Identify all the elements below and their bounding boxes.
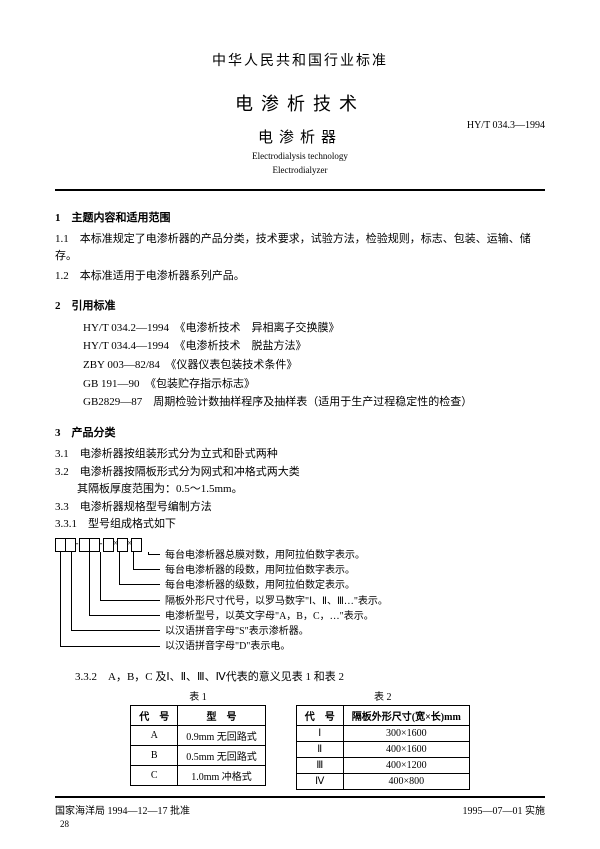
document-id: HY/T 034.3—1994 bbox=[467, 120, 545, 131]
diag-label: 每台电渗析器的级数，用阿拉伯数定表示。 bbox=[165, 578, 388, 593]
table-row: Ⅱ400×1600 bbox=[296, 741, 469, 757]
reference-list: HY/T 034.2—1994 《电渗析技术 异相离子交换膜》 HY/T 034… bbox=[83, 319, 545, 412]
clause-3-3-2: 3.3.2 A，B，C 及Ⅰ、Ⅱ、Ⅲ、Ⅳ代表的意义见表 1 和表 2 bbox=[75, 668, 545, 684]
td: 400×800 bbox=[343, 773, 469, 789]
table-2-wrap: 表 2 代 号隔板外形尺寸(宽×长)mm Ⅰ300×1600 Ⅱ400×1600… bbox=[296, 688, 470, 790]
td: B bbox=[131, 745, 178, 765]
td: 0.9mm 无回路式 bbox=[178, 725, 266, 745]
clause-3-3-1: 3.3.1 型号组成格式如下 bbox=[55, 516, 545, 534]
standard-header: 中华人民共和国行业标准 bbox=[55, 50, 545, 70]
td: Ⅰ bbox=[296, 725, 343, 741]
section-1: 1 主题内容和适用范围 1.1 本标准规定了电渗析器的产品分类，技术要求，试验方… bbox=[55, 209, 545, 285]
table-1-wrap: 表 1 代 号型 号 A0.9mm 无回路式 B0.5mm 无回路式 C1.0m… bbox=[130, 688, 266, 790]
clause-3-2b: 其隔板厚度范围为：0.5～1.5mm。 bbox=[77, 481, 545, 499]
th: 隔板外形尺寸(宽×长)mm bbox=[343, 705, 469, 725]
title-rule bbox=[55, 189, 545, 191]
footer-approve: 国家海洋局 1994—12—17 批准 bbox=[55, 802, 190, 817]
diagram-labels: 每台电渗析器总膜对数，用阿拉伯数字表示。 每台电渗析器的段数，用阿拉伯数字表示。… bbox=[165, 538, 388, 654]
diag-label: 每台电渗析器的段数，用阿拉伯数字表示。 bbox=[165, 563, 388, 578]
diag-label: 每台电渗析器总膜对数，用阿拉伯数字表示。 bbox=[165, 548, 388, 563]
clause-1-2: 1.2 本标准适用于电渗析器系列产品。 bbox=[55, 268, 545, 285]
clause-3-3: 3.3 电渗析器规格型号编制方法 bbox=[55, 499, 545, 517]
footer-implement: 1995—07—01 实施 bbox=[463, 802, 546, 817]
title-en2: Electrodialyzer bbox=[55, 165, 545, 175]
section-3-head: 3 产品分类 bbox=[55, 424, 545, 440]
diag-label: 以汉语拼音字母"D"表示电。 bbox=[165, 639, 388, 654]
table-row: B0.5mm 无回路式 bbox=[131, 745, 266, 765]
diag-label: 电渗析型号，以英文字母"A，B，C，…"表示。 bbox=[165, 609, 388, 624]
td: Ⅱ bbox=[296, 741, 343, 757]
td: Ⅲ bbox=[296, 757, 343, 773]
table-2-caption: 表 2 bbox=[296, 688, 470, 703]
td: 1.0mm 冲格式 bbox=[178, 765, 266, 785]
diag-label: 隔板外形尺寸代号，以罗马数字"Ⅰ、Ⅱ、Ⅲ…"表示。 bbox=[165, 594, 388, 609]
section-2-head: 2 引用标准 bbox=[55, 297, 545, 313]
ref-item: GB2829—87 周期检验计数抽样程序及抽样表（适用于生产过程稳定性的检查） bbox=[83, 393, 545, 412]
ref-item: ZBY 003—82/84 《仪器仪表包装技术条件》 bbox=[83, 356, 545, 375]
clause-3-1: 3.1 电渗析器按组装形式分为立式和卧式两种 bbox=[55, 446, 545, 464]
title-block: 电渗析技术 电渗析器 HY/T 034.3—1994 Electrodialys… bbox=[55, 90, 545, 175]
table-1-caption: 表 1 bbox=[130, 688, 266, 703]
td: C bbox=[131, 765, 178, 785]
table-row: A0.9mm 无回路式 bbox=[131, 725, 266, 745]
ref-item: HY/T 034.4—1994 《电渗析技术 脱盐方法》 bbox=[83, 337, 545, 356]
code-boxes: - - × × bbox=[55, 538, 141, 552]
type-code-diagram: - - × × 每台电渗析器总膜对数，用阿拉伯数字表示。 每台电渗析器的段数，用… bbox=[55, 538, 545, 666]
td: 400×1200 bbox=[343, 757, 469, 773]
table-2: 代 号隔板外形尺寸(宽×长)mm Ⅰ300×1600 Ⅱ400×1600 Ⅲ40… bbox=[296, 705, 470, 790]
ref-item: HY/T 034.2—1994 《电渗析技术 异相离子交换膜》 bbox=[83, 319, 545, 338]
td: 300×1600 bbox=[343, 725, 469, 741]
th: 代 号 bbox=[296, 705, 343, 725]
table-row: C1.0mm 冲格式 bbox=[131, 765, 266, 785]
th: 型 号 bbox=[178, 705, 266, 725]
clause-3-2: 3.2 电渗析器按隔板形式分为网式和冲格式两大类 bbox=[55, 464, 545, 482]
section-1-head: 1 主题内容和适用范围 bbox=[55, 209, 545, 225]
table-row: Ⅰ300×1600 bbox=[296, 725, 469, 741]
page-number: 28 bbox=[60, 819, 545, 829]
title-en1: Electrodialysis technology bbox=[55, 151, 545, 161]
clause-1-1: 1.1 本标准规定了电渗析器的产品分类，技术要求，试验方法，检验规则，标志、包装… bbox=[55, 231, 545, 264]
td: 400×1600 bbox=[343, 741, 469, 757]
page-footer: 国家海洋局 1994—12—17 批准 1995—07—01 实施 28 bbox=[55, 796, 545, 829]
diag-label: 以汉语拼音字母"S"表示渗析器。 bbox=[165, 624, 388, 639]
title-main: 电渗析技术 bbox=[55, 90, 545, 116]
section-3: 3 产品分类 3.1 电渗析器按组装形式分为立式和卧式两种 3.2 电渗析器按隔… bbox=[55, 424, 545, 790]
td: A bbox=[131, 725, 178, 745]
table-1: 代 号型 号 A0.9mm 无回路式 B0.5mm 无回路式 C1.0mm 冲格… bbox=[130, 705, 266, 786]
th: 代 号 bbox=[131, 705, 178, 725]
tables-container: 表 1 代 号型 号 A0.9mm 无回路式 B0.5mm 无回路式 C1.0m… bbox=[55, 688, 545, 790]
td: 0.5mm 无回路式 bbox=[178, 745, 266, 765]
section-2: 2 引用标准 HY/T 034.2—1994 《电渗析技术 异相离子交换膜》 H… bbox=[55, 297, 545, 412]
table-row: Ⅳ400×800 bbox=[296, 773, 469, 789]
ref-item: GB 191—90 《包装贮存指示标志》 bbox=[83, 375, 545, 394]
td: Ⅳ bbox=[296, 773, 343, 789]
table-row: Ⅲ400×1200 bbox=[296, 757, 469, 773]
